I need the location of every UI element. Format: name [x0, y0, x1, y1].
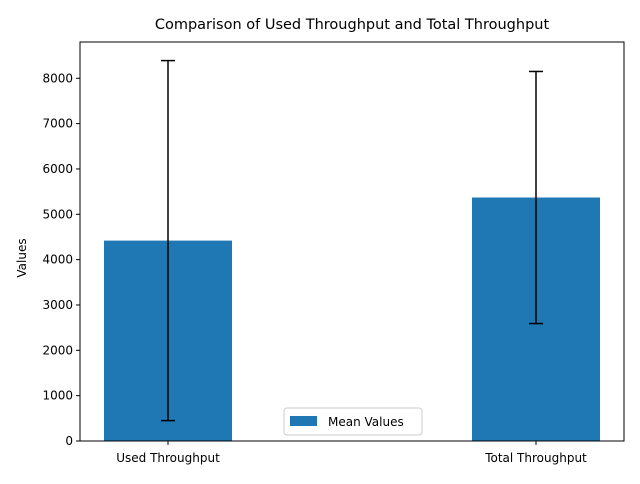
plot-area: 0 1000 2000 3000 4000 5000 6000 7000 8000 Used Th…: [42, 59, 600, 465]
y-tick-label: 1000: [42, 389, 73, 403]
y-tick-label: 6000: [42, 162, 73, 176]
y-axis-label: Values: [15, 238, 29, 277]
legend-swatch-mean-values: [290, 416, 317, 426]
x-tick-label: Total Throughput: [484, 451, 587, 465]
y-tick-label: 7000: [42, 117, 73, 131]
y-tick-label: 5000: [42, 207, 73, 221]
y-tick-label: 8000: [42, 71, 73, 85]
x-tick-label: Used Throughput: [116, 451, 220, 465]
legend-label-mean-values: Mean Values: [328, 415, 404, 429]
y-tick-label: 2000: [42, 343, 73, 357]
chart-title: Comparison of Used Throughput and Total …: [155, 17, 550, 33]
y-tick-label: 4000: [42, 253, 73, 267]
y-tick-label: 0: [65, 434, 73, 448]
legend-frame: [283, 407, 423, 436]
y-tick-label: 3000: [42, 298, 73, 312]
plot-frame: [79, 41, 625, 442]
legend: Mean Values: [283, 407, 423, 436]
